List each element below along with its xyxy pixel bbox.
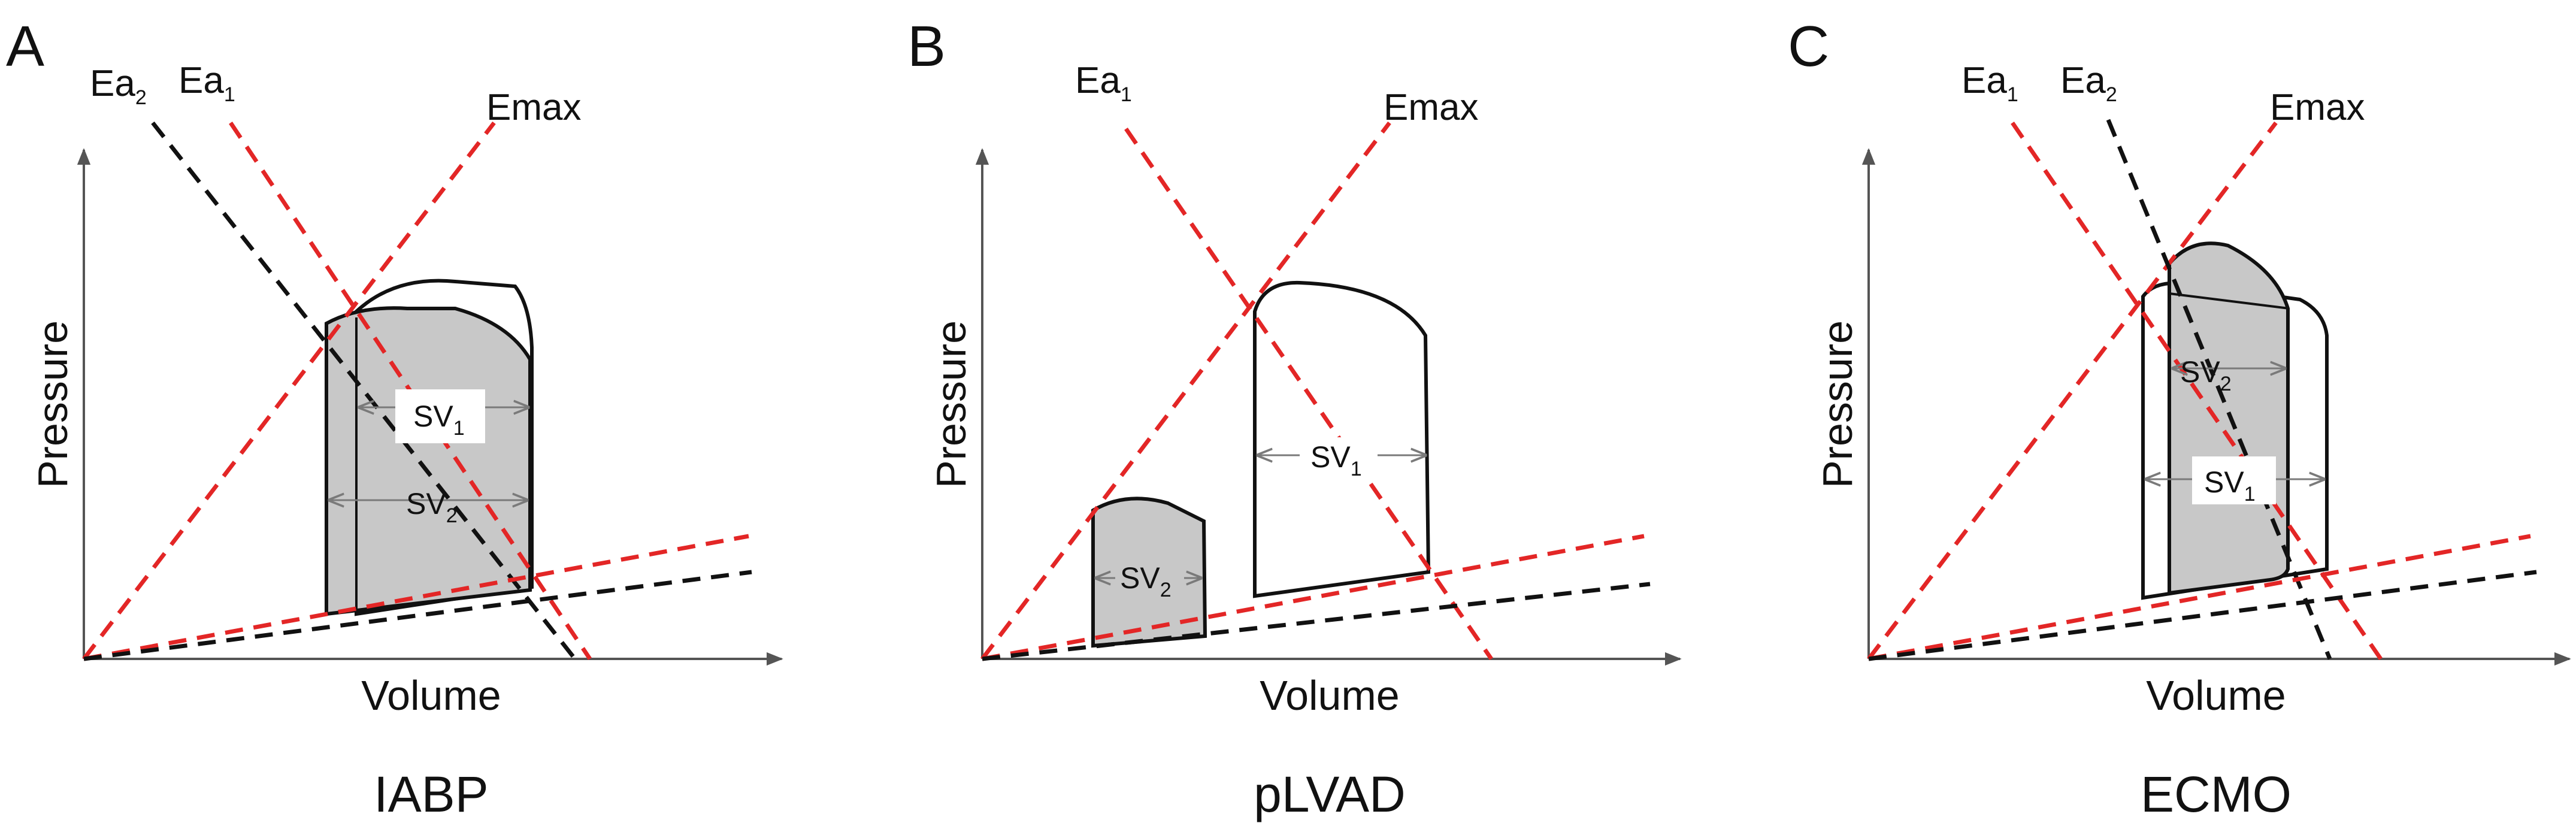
sv1-label-box xyxy=(395,389,485,443)
emax-line xyxy=(82,121,496,661)
edpvr-1-line xyxy=(982,534,1645,661)
emax-line xyxy=(1867,121,2278,661)
x-axis-label: Volume xyxy=(361,672,501,719)
edpvr-1-line xyxy=(1868,534,2531,661)
x-axis-label: Volume xyxy=(2146,672,2286,719)
panel-letter-c: C xyxy=(1788,14,1829,78)
panel-b: B SV1 SV2 Ea1 Emax Pressure Volume pLVAD xyxy=(907,14,1682,822)
ea1-line xyxy=(1124,128,1493,660)
sv1-label: SV1 xyxy=(413,400,465,440)
device-label: IABP xyxy=(374,766,488,822)
ea2-line xyxy=(2106,119,2332,660)
device-label: pLVAD xyxy=(1254,766,1406,822)
panel-c: C SV2 SV1 Ea1 Ea2 Emax Pressure Volume E… xyxy=(1788,14,2571,822)
sv1-label: SV1 xyxy=(2204,465,2256,506)
y-axis-label: Pressure xyxy=(29,320,76,488)
edpvr-2-line xyxy=(982,582,1651,661)
emax-line xyxy=(980,121,1391,661)
ea1-label: Ea1 xyxy=(1075,60,1132,106)
edpvr-2-line xyxy=(83,570,752,661)
pv-loop-2 xyxy=(2168,241,2290,595)
ea1-label: Ea1 xyxy=(178,60,235,106)
panel-letter-a: A xyxy=(6,14,44,78)
sv1-label: SV1 xyxy=(1310,440,1362,480)
panel-a: A SV1 SV2 Ea2 Ea1 Emax Pressure Volume I… xyxy=(6,14,783,822)
emax-label: Emax xyxy=(486,87,581,128)
y-axis-label: Pressure xyxy=(1814,320,1861,488)
x-axis-label: Volume xyxy=(1260,672,1399,719)
sv2-label: SV2 xyxy=(1120,561,1172,601)
loop-1-edge xyxy=(2169,292,2290,310)
ea1-line xyxy=(2011,122,2383,660)
sv2-label: SV2 xyxy=(406,487,458,527)
sv1-label-box xyxy=(1300,437,1378,479)
sv1-label-box xyxy=(2192,456,2276,504)
y-axis-label: Pressure xyxy=(928,320,974,488)
sv2-label: SV2 xyxy=(2180,355,2232,395)
panel-letter-b: B xyxy=(907,14,946,78)
device-label: ECMO xyxy=(2141,766,2292,822)
ea2-label: Ea2 xyxy=(2060,60,2117,106)
ea1-label: Ea1 xyxy=(1961,60,2018,106)
sv2-label-box xyxy=(1115,560,1184,597)
edpvr-1-line xyxy=(83,534,749,661)
emax-label: Emax xyxy=(1384,87,1478,128)
emax-label: Emax xyxy=(2270,87,2365,128)
edpvr-2-line xyxy=(1868,570,2537,661)
ea2-label: Ea2 xyxy=(90,63,147,109)
